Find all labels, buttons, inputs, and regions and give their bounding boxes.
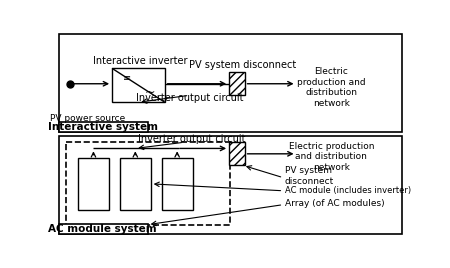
Bar [58,122,148,132]
Text: Array (of AC modules): Array (of AC modules) [285,199,384,208]
Text: Electric
production and
distribution
network: Electric production and distribution net… [297,68,366,108]
Text: AC module (includes inverter): AC module (includes inverter) [285,186,411,195]
Bar [120,158,151,210]
Bar [58,136,402,234]
Text: Interactive inverter: Interactive inverter [93,57,187,66]
Text: ~: ~ [145,86,155,99]
Text: Inverter output circuit: Inverter output circuit [136,93,243,103]
Text: PV power source: PV power source [50,114,125,123]
Text: Electric production
and distribution
network: Electric production and distribution net… [288,142,374,172]
Text: AC module system: AC module system [49,224,157,234]
Bar [229,142,245,165]
Bar [58,224,148,234]
Text: PV system
disconnect: PV system disconnect [285,166,334,186]
Text: PV system disconnect: PV system disconnect [189,59,296,69]
Text: Interactive system: Interactive system [48,122,158,132]
Bar [112,68,165,102]
Text: ≡: ≡ [123,73,131,83]
Text: Inverter output circuit: Inverter output circuit [138,134,246,144]
Bar [58,35,402,132]
Bar [162,158,193,210]
Bar [66,142,230,225]
Bar [78,158,109,210]
Bar [229,72,245,95]
